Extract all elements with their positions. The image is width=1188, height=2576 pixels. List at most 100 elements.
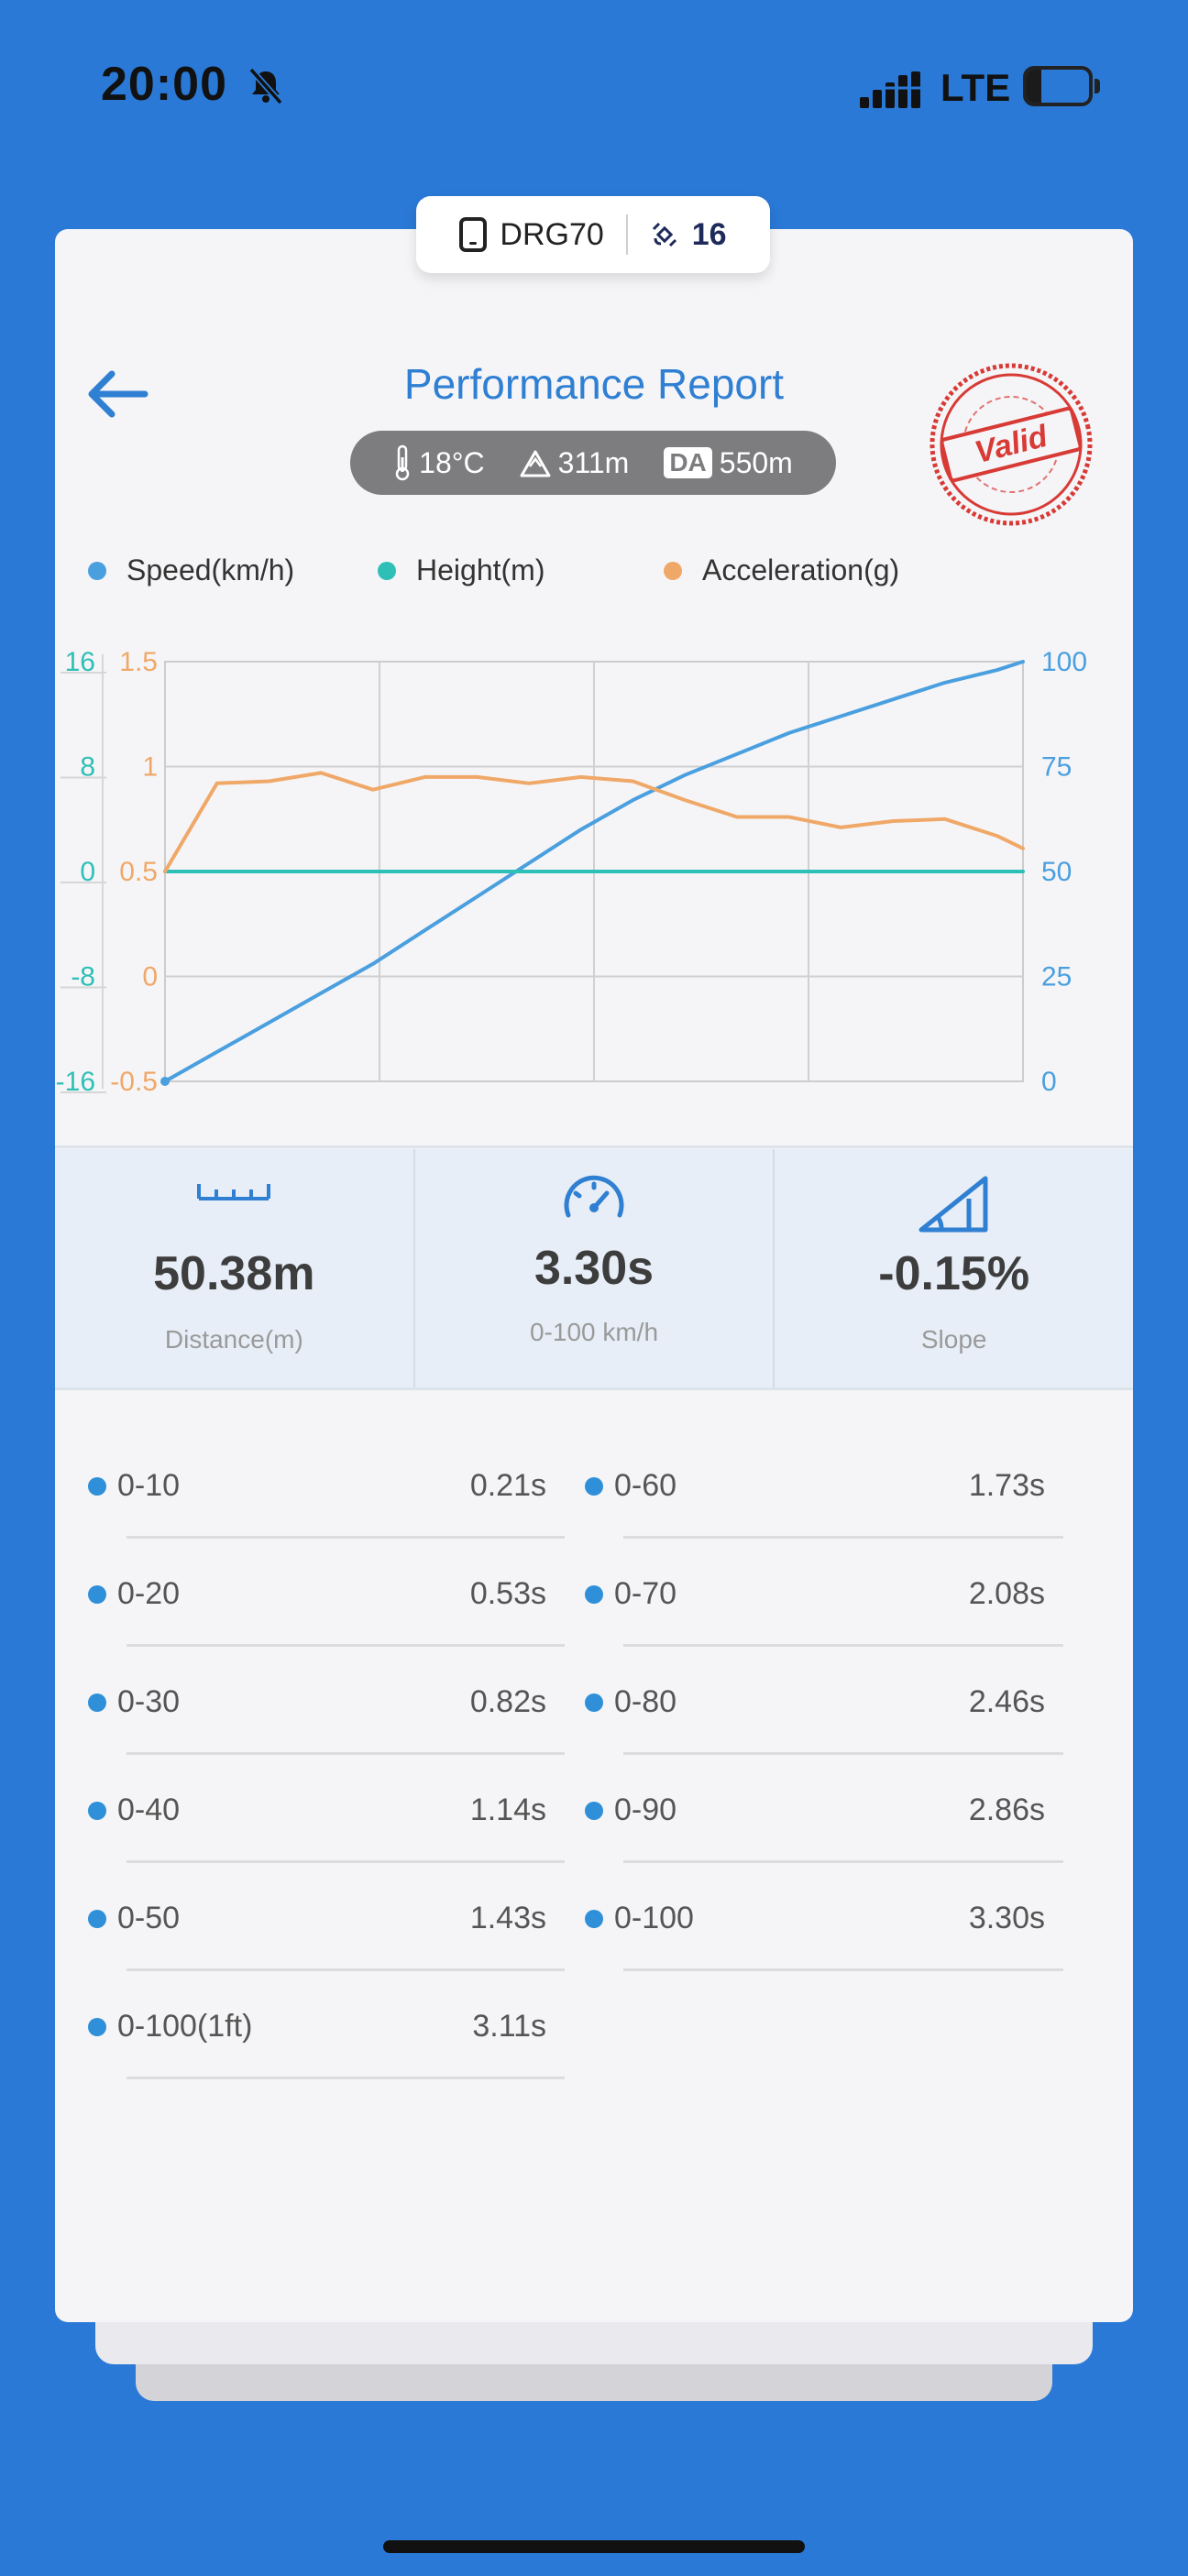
split-label: 0-60 xyxy=(614,1468,677,1503)
split-dot xyxy=(585,1694,603,1712)
speed-start-point xyxy=(160,1077,170,1086)
density-altitude-value: 550m xyxy=(719,445,793,479)
legend-label-acceleration: Acceleration(g) xyxy=(702,554,900,586)
legend-label-speed: Speed(km/h) xyxy=(126,554,295,586)
split-dot xyxy=(585,1802,603,1820)
legend-speed[interactable]: Speed(km/h) xyxy=(88,554,294,587)
stat-zero-to-hundred: 3.30s 0-100 km/h xyxy=(415,1149,776,1389)
slope-icon xyxy=(918,1176,988,1233)
split-label: 0-100(1ft) xyxy=(117,2009,253,2044)
legend-acceleration[interactable]: Acceleration(g) xyxy=(664,554,899,587)
acceleration-tick-label: 0.5 xyxy=(119,857,158,887)
split-divider xyxy=(126,1968,565,1971)
split-label: 0-90 xyxy=(614,1792,677,1827)
stats-row: 50.38m Distance(m) 3.30s 0-100 km/h -0.1… xyxy=(55,1149,1133,1389)
stat-slope: -0.15% Slope xyxy=(775,1149,1133,1389)
density-altitude: DA 550m xyxy=(664,446,793,480)
split-divider xyxy=(126,1644,565,1647)
split-label: 0-10 xyxy=(117,1468,181,1503)
acceleration-tick-label: 0 xyxy=(142,962,158,992)
device-name: DRG70 xyxy=(500,216,604,252)
signal-icon xyxy=(860,71,920,108)
legend-label-height: Height(m) xyxy=(416,554,545,586)
list-item: 0-30 0.82s xyxy=(88,1673,565,1756)
chart-legend: Speed(km/h) Height(m) Acceleration(g) xyxy=(82,554,1091,594)
device-icon xyxy=(459,217,488,252)
speed-tick-label: 75 xyxy=(1041,752,1072,783)
split-label: 0-20 xyxy=(117,1576,181,1611)
altitude: 311m xyxy=(520,446,629,480)
thermometer-icon xyxy=(395,444,410,481)
speed-tick-label: 0 xyxy=(1041,1067,1057,1097)
page-title: Performance Report xyxy=(403,360,785,408)
da-badge: DA xyxy=(664,447,712,478)
slope-value: -0.15% xyxy=(878,1247,1030,1300)
distance-label: Distance(m) xyxy=(164,1325,303,1354)
slope-label: Slope xyxy=(920,1325,987,1354)
legend-height[interactable]: Height(m) xyxy=(378,554,544,587)
split-dot xyxy=(88,1477,106,1496)
battery-icon: 23 xyxy=(1023,66,1100,106)
acceleration-tick-label: 1.5 xyxy=(119,647,158,677)
split-divider xyxy=(126,1536,565,1539)
split-dot xyxy=(88,1694,106,1712)
split-time: 0.21s xyxy=(469,1468,546,1503)
split-time: 3.11s xyxy=(472,2009,546,2044)
split-divider xyxy=(126,1860,565,1863)
chart-divider xyxy=(55,1145,1133,1148)
speed-tick-label: 25 xyxy=(1041,962,1072,992)
legend-dot-height xyxy=(378,561,396,580)
split-dot xyxy=(585,1910,603,1928)
zero-to-hundred-value: 3.30s xyxy=(534,1242,654,1295)
height-tick-label: 8 xyxy=(80,752,95,783)
conditions-pill: 18°C 311m DA 550m xyxy=(350,431,836,495)
performance-chart: 16 8 0 -8 -16 1.5 1 0.5 0 -0.5 100 75 50 25 0 xyxy=(56,647,1087,1097)
split-label: 0-80 xyxy=(614,1684,677,1719)
satellite-count: 16 xyxy=(691,216,727,252)
legend-dot-acceleration xyxy=(664,561,682,580)
list-item: 0-50 1.43s xyxy=(88,1890,565,1972)
network-label: LTE xyxy=(940,66,1011,109)
list-item: 0-60 1.73s xyxy=(585,1457,1063,1540)
list-item: 0-90 2.86s xyxy=(585,1781,1063,1864)
back-arrow-icon[interactable] xyxy=(81,357,154,431)
height-tick-label: -16 xyxy=(56,1067,95,1097)
split-label: 0-40 xyxy=(117,1792,181,1827)
distance-value: 50.38m xyxy=(153,1247,315,1300)
split-time: 2.86s xyxy=(968,1792,1045,1827)
zero-to-hundred-label: 0-100 km/h xyxy=(529,1318,659,1346)
satellite-icon xyxy=(652,222,676,247)
legend-dot-speed xyxy=(88,561,106,580)
split-divider xyxy=(623,1860,1063,1863)
split-time: 1.73s xyxy=(968,1468,1045,1503)
valid-stamp: Valid xyxy=(930,363,1093,526)
list-item: 0-70 2.08s xyxy=(585,1565,1063,1648)
device-pill[interactable]: DRG70 16 xyxy=(416,196,770,273)
split-dot xyxy=(88,2018,106,2036)
split-time: 1.14s xyxy=(469,1792,546,1827)
split-divider xyxy=(623,1536,1063,1539)
height-tick-label: 0 xyxy=(80,857,95,887)
acceleration-tick-label: 1 xyxy=(142,752,158,783)
split-time: 0.53s xyxy=(469,1576,546,1611)
split-label: 0-30 xyxy=(117,1684,181,1719)
split-divider xyxy=(126,2077,565,2079)
temperature-value: 18°C xyxy=(419,445,485,479)
stat-distance: 50.38m Distance(m) xyxy=(55,1149,415,1389)
home-indicator[interactable] xyxy=(383,2540,805,2553)
split-divider xyxy=(623,1968,1063,1971)
split-label: 0-50 xyxy=(117,1901,181,1935)
list-item: 0-80 2.46s xyxy=(585,1673,1063,1756)
mountain-icon xyxy=(520,450,551,477)
status-bar: 20:00 LTE 23 xyxy=(0,0,1188,174)
split-time: 0.82s xyxy=(469,1684,546,1719)
series-line-acceleration xyxy=(163,771,1025,873)
split-time: 2.08s xyxy=(968,1576,1045,1611)
list-item: 0-100(1ft) 3.11s xyxy=(88,1998,565,2080)
split-dot xyxy=(585,1585,603,1604)
height-tick-label: 16 xyxy=(65,647,95,677)
pill-divider xyxy=(625,214,628,255)
split-dot xyxy=(88,1910,106,1928)
battery-fill xyxy=(1027,70,1041,103)
series-line-speed xyxy=(163,660,1025,1083)
